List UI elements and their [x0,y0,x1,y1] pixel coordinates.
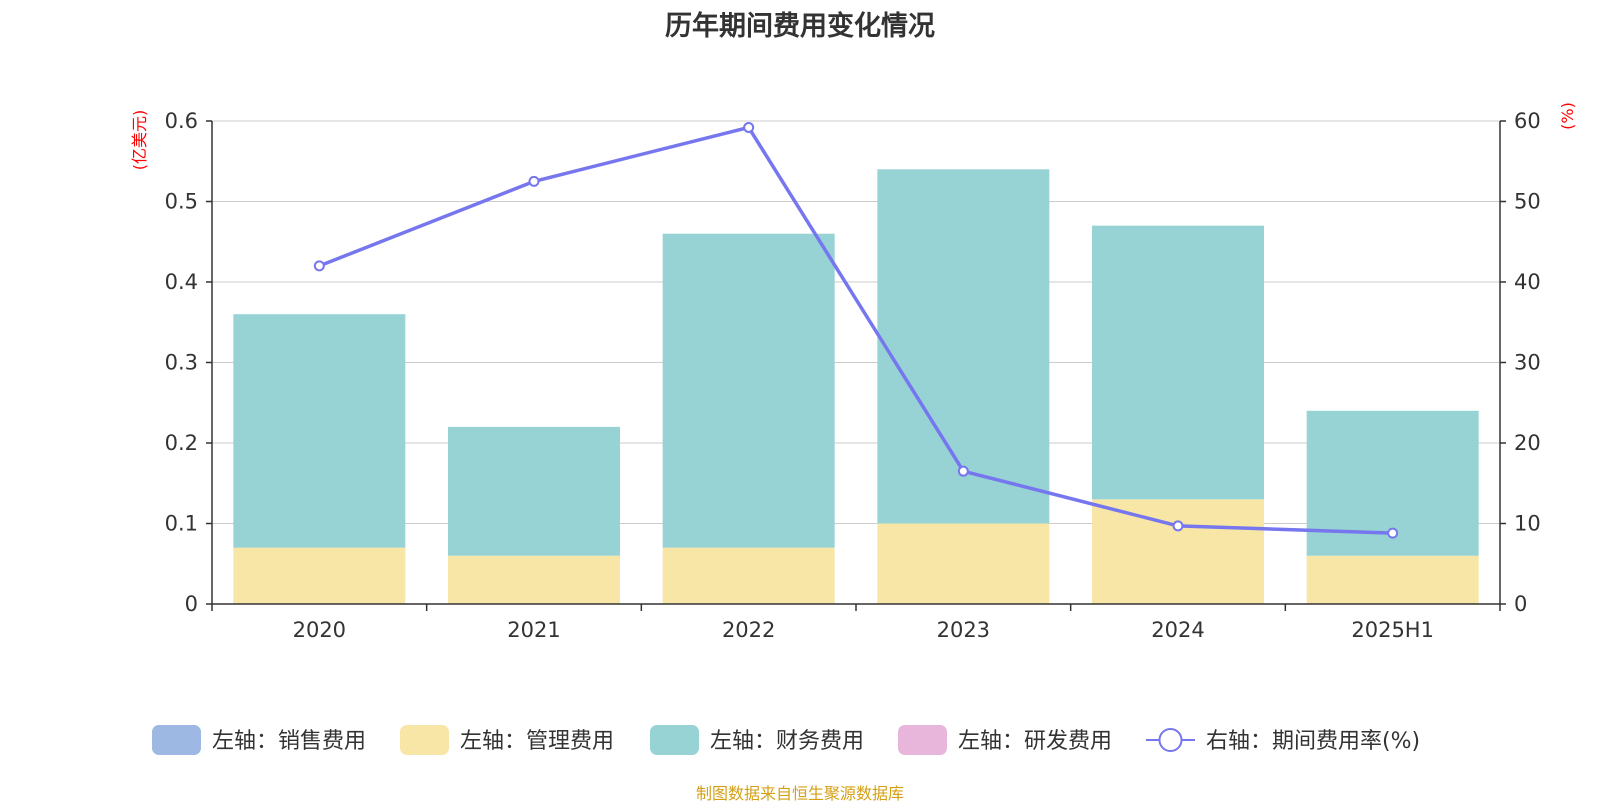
right-axis-tick-label: 10 [1514,512,1541,536]
x-axis-tick-label: 2023 [937,618,990,642]
bar-segment [233,314,406,548]
legend-swatch [650,725,699,755]
x-axis-tick-label: 2020 [293,618,346,642]
x-axis-tick-label: 2022 [722,618,775,642]
legend-marker [1158,728,1183,752]
x-axis-tick-label: 2025H1 [1351,618,1434,642]
rate-point [743,121,755,133]
legend-label: 左轴：管理费用 [460,729,614,754]
x-axis-tick-label: 2021 [507,618,560,642]
legend-swatch [400,725,449,755]
left-axis-tick-label: 0.5 [165,190,198,214]
bar-segment [1306,555,1479,604]
rate-point [528,175,540,187]
legend-swatch [898,725,947,755]
bar-segment [448,426,620,556]
left-axis-tick-label: 0.4 [165,270,198,294]
left-axis-unit: (亿美元) [130,110,149,171]
right-axis-tick-label: 60 [1514,109,1541,133]
source-note: 制图数据来自恒生聚源数据库 [695,784,904,803]
legend-label: 左轴：研发费用 [958,729,1112,754]
bar-segment [448,555,620,604]
right-axis-tick-label: 50 [1514,190,1541,214]
legend-label: 右轴：期间费用率(%) [1206,729,1420,754]
right-axis-unit: (%) [1558,102,1577,130]
legend-label: 左轴：财务费用 [710,729,864,754]
left-axis-tick-label: 0 [185,592,198,616]
rate-point [313,260,325,272]
right-axis-tick-label: 20 [1514,431,1541,455]
legend-swatch [152,725,201,755]
left-axis-tick-label: 0.3 [165,351,198,375]
bar-segment [233,547,406,604]
right-axis-tick-label: 30 [1514,351,1541,375]
left-axis-tick-label: 0.1 [165,512,198,536]
x-axis-tick-label: 2024 [1151,618,1204,642]
right-axis-tick-label: 0 [1514,592,1527,616]
rate-point [1172,520,1184,532]
bar-segment [662,547,835,604]
left-axis-tick-label: 0.2 [165,431,198,455]
bar-segment [1092,225,1264,500]
bar-segment [877,169,1050,524]
chart-title: 历年期间费用变化情况 [665,11,935,42]
rate-line [318,125,1393,535]
rate-point [957,465,969,477]
right-axis-tick-label: 40 [1514,270,1541,294]
left-axis-tick-label: 0.6 [165,109,198,133]
bar-segment [1092,499,1264,604]
rate-point [1387,527,1399,539]
bar-segment [662,233,835,548]
bar-segment [877,523,1050,604]
legend-label: 左轴：销售费用 [212,729,366,754]
